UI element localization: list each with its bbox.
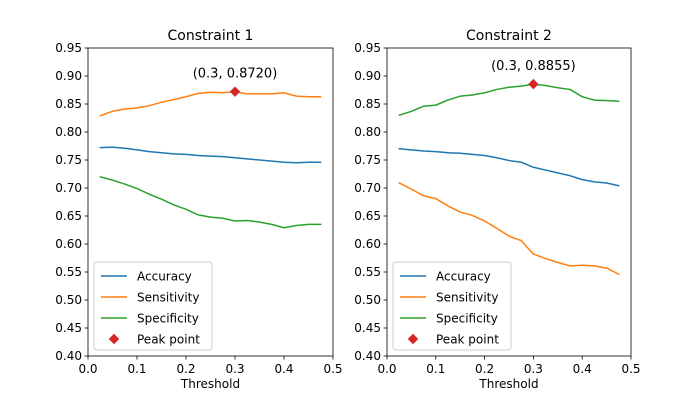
legend: Accuracy Sensitivity Specificity Peak point — [93, 261, 213, 351]
y-tick-label: 0.40 — [354, 349, 381, 363]
legend-label: Specificity — [436, 312, 498, 326]
y-tick-label: 0.90 — [55, 69, 82, 83]
y-tick-label: 0.50 — [55, 293, 82, 307]
y-tick-label: 0.65 — [354, 209, 381, 223]
legend-label: Accuracy — [137, 270, 192, 284]
chart-panel-1: Constraint 1 0.40 0.45 0.50 0.55 0.60 0.65 0.70… — [55, 28, 342, 391]
x-tick-label: 0.2 — [176, 362, 195, 376]
y-tick-label: 0.95 — [55, 41, 82, 55]
x-tick-label: 0.5 — [621, 362, 640, 376]
x-tick-label: 0.5 — [323, 362, 342, 376]
legend-box — [93, 261, 213, 351]
y-tick-label: 0.40 — [55, 349, 82, 363]
y-tick-label: 0.90 — [354, 69, 381, 83]
x-tick-label: 0.2 — [475, 362, 494, 376]
y-tick-label: 0.60 — [55, 237, 82, 251]
y-tick-label: 0.85 — [354, 97, 381, 111]
legend: Accuracy Sensitivity Specificity Peak point — [392, 261, 512, 351]
y-tick-label: 0.85 — [55, 97, 82, 111]
x-tick-label: 0.1 — [426, 362, 445, 376]
y-tick-label: 0.45 — [354, 321, 381, 335]
chart-panel-2: Constraint 2 0.40 0.45 0.50 0.55 0.60 0.65 0.70… — [354, 28, 640, 391]
peak-annotation: (0.3, 0.8855) — [491, 59, 576, 74]
y-tick-label: 0.75 — [354, 153, 381, 167]
y-tick-label: 0.45 — [55, 321, 82, 335]
x-axis-label: Threshold — [478, 377, 538, 391]
chart-title: Constraint 1 — [168, 28, 254, 44]
x-tick-label: 0.3 — [225, 362, 244, 376]
y-tick-label: 0.80 — [55, 125, 82, 139]
y-tick-label: 0.55 — [55, 265, 82, 279]
chart-title: Constraint 2 — [466, 28, 552, 44]
series-line-sensitivity — [99, 90, 322, 117]
peak-point-marker — [229, 86, 241, 97]
legend-label: Peak point — [137, 333, 200, 347]
x-tick-label: 0.4 — [573, 362, 592, 376]
y-tick-label: 0.70 — [55, 181, 82, 195]
x-tick-label: 0.0 — [377, 362, 396, 376]
legend-label: Specificity — [137, 312, 199, 326]
x-tick-label: 0.3 — [524, 362, 543, 376]
series-line-accuracy — [99, 146, 322, 164]
plot-frame — [87, 47, 334, 357]
series-line-specificity — [398, 83, 620, 116]
y-tick-label: 0.55 — [354, 265, 381, 279]
y-tick-label: 0.95 — [354, 41, 381, 55]
legend-label: Sensitivity — [137, 291, 199, 305]
x-axis-label: Threshold — [180, 377, 240, 391]
y-tick-label: 0.75 — [55, 153, 82, 167]
legend-label: Accuracy — [436, 270, 491, 284]
series-line-specificity — [99, 176, 322, 229]
legend-peak-swatch — [407, 333, 419, 345]
y-tick-label: 0.70 — [354, 181, 381, 195]
y-tick-label: 0.60 — [354, 237, 381, 251]
legend-label: Sensitivity — [436, 291, 498, 305]
peak-annotation: (0.3, 0.8720) — [193, 67, 278, 82]
x-tick-label: 0.4 — [274, 362, 293, 376]
legend-label: Peak point — [436, 333, 499, 347]
y-tick-label: 0.50 — [354, 293, 381, 307]
plot-frame — [386, 47, 632, 357]
x-tick-label: 0.0 — [78, 362, 97, 376]
series-line-accuracy — [398, 148, 620, 187]
series-line-sensitivity — [398, 182, 620, 275]
legend-peak-swatch — [108, 333, 120, 345]
peak-point-marker — [528, 78, 539, 90]
y-tick-label: 0.80 — [354, 125, 381, 139]
legend-box — [392, 261, 512, 351]
y-tick-label: 0.65 — [55, 209, 82, 223]
x-tick-label: 0.1 — [127, 362, 146, 376]
